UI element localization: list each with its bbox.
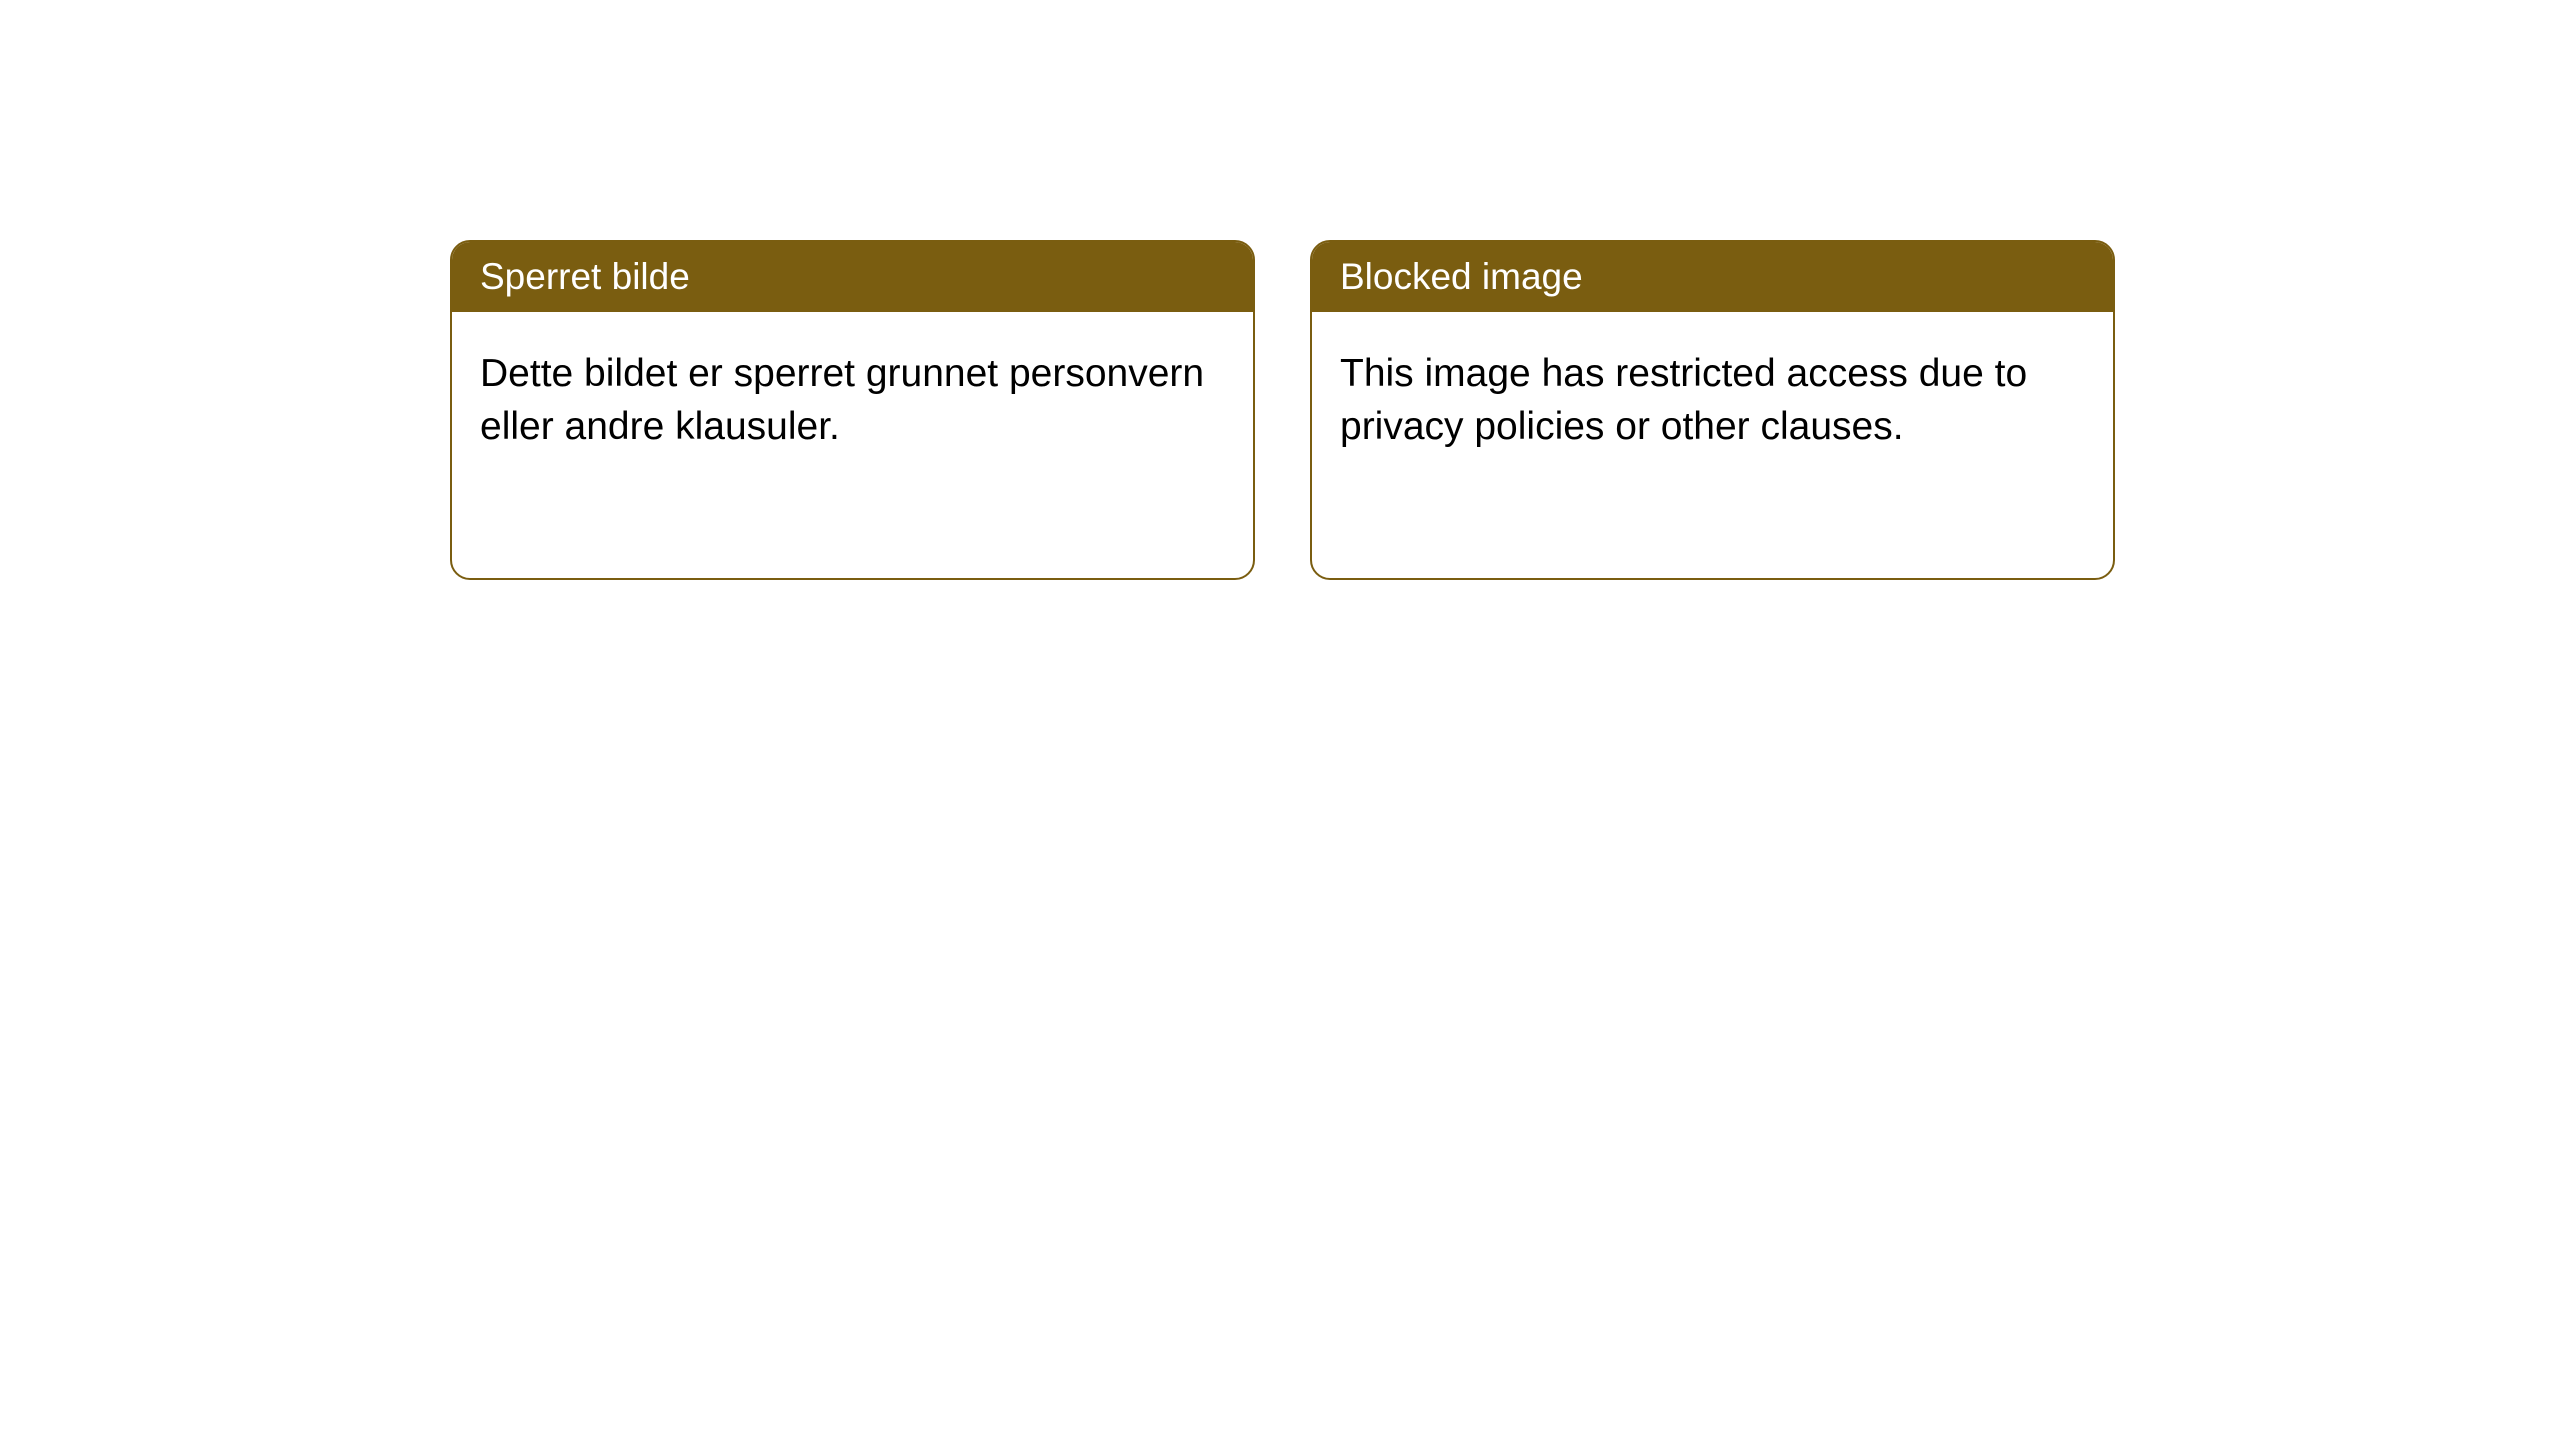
notice-card-english: Blocked image This image has restricted … <box>1310 240 2115 580</box>
notice-card-norwegian: Sperret bilde Dette bildet er sperret gr… <box>450 240 1255 580</box>
notice-card-body: This image has restricted access due to … <box>1312 312 2113 489</box>
notice-card-title: Blocked image <box>1312 242 2113 312</box>
notice-card-title: Sperret bilde <box>452 242 1253 312</box>
notice-cards-container: Sperret bilde Dette bildet er sperret gr… <box>450 240 2115 580</box>
notice-card-body: Dette bildet er sperret grunnet personve… <box>452 312 1253 489</box>
